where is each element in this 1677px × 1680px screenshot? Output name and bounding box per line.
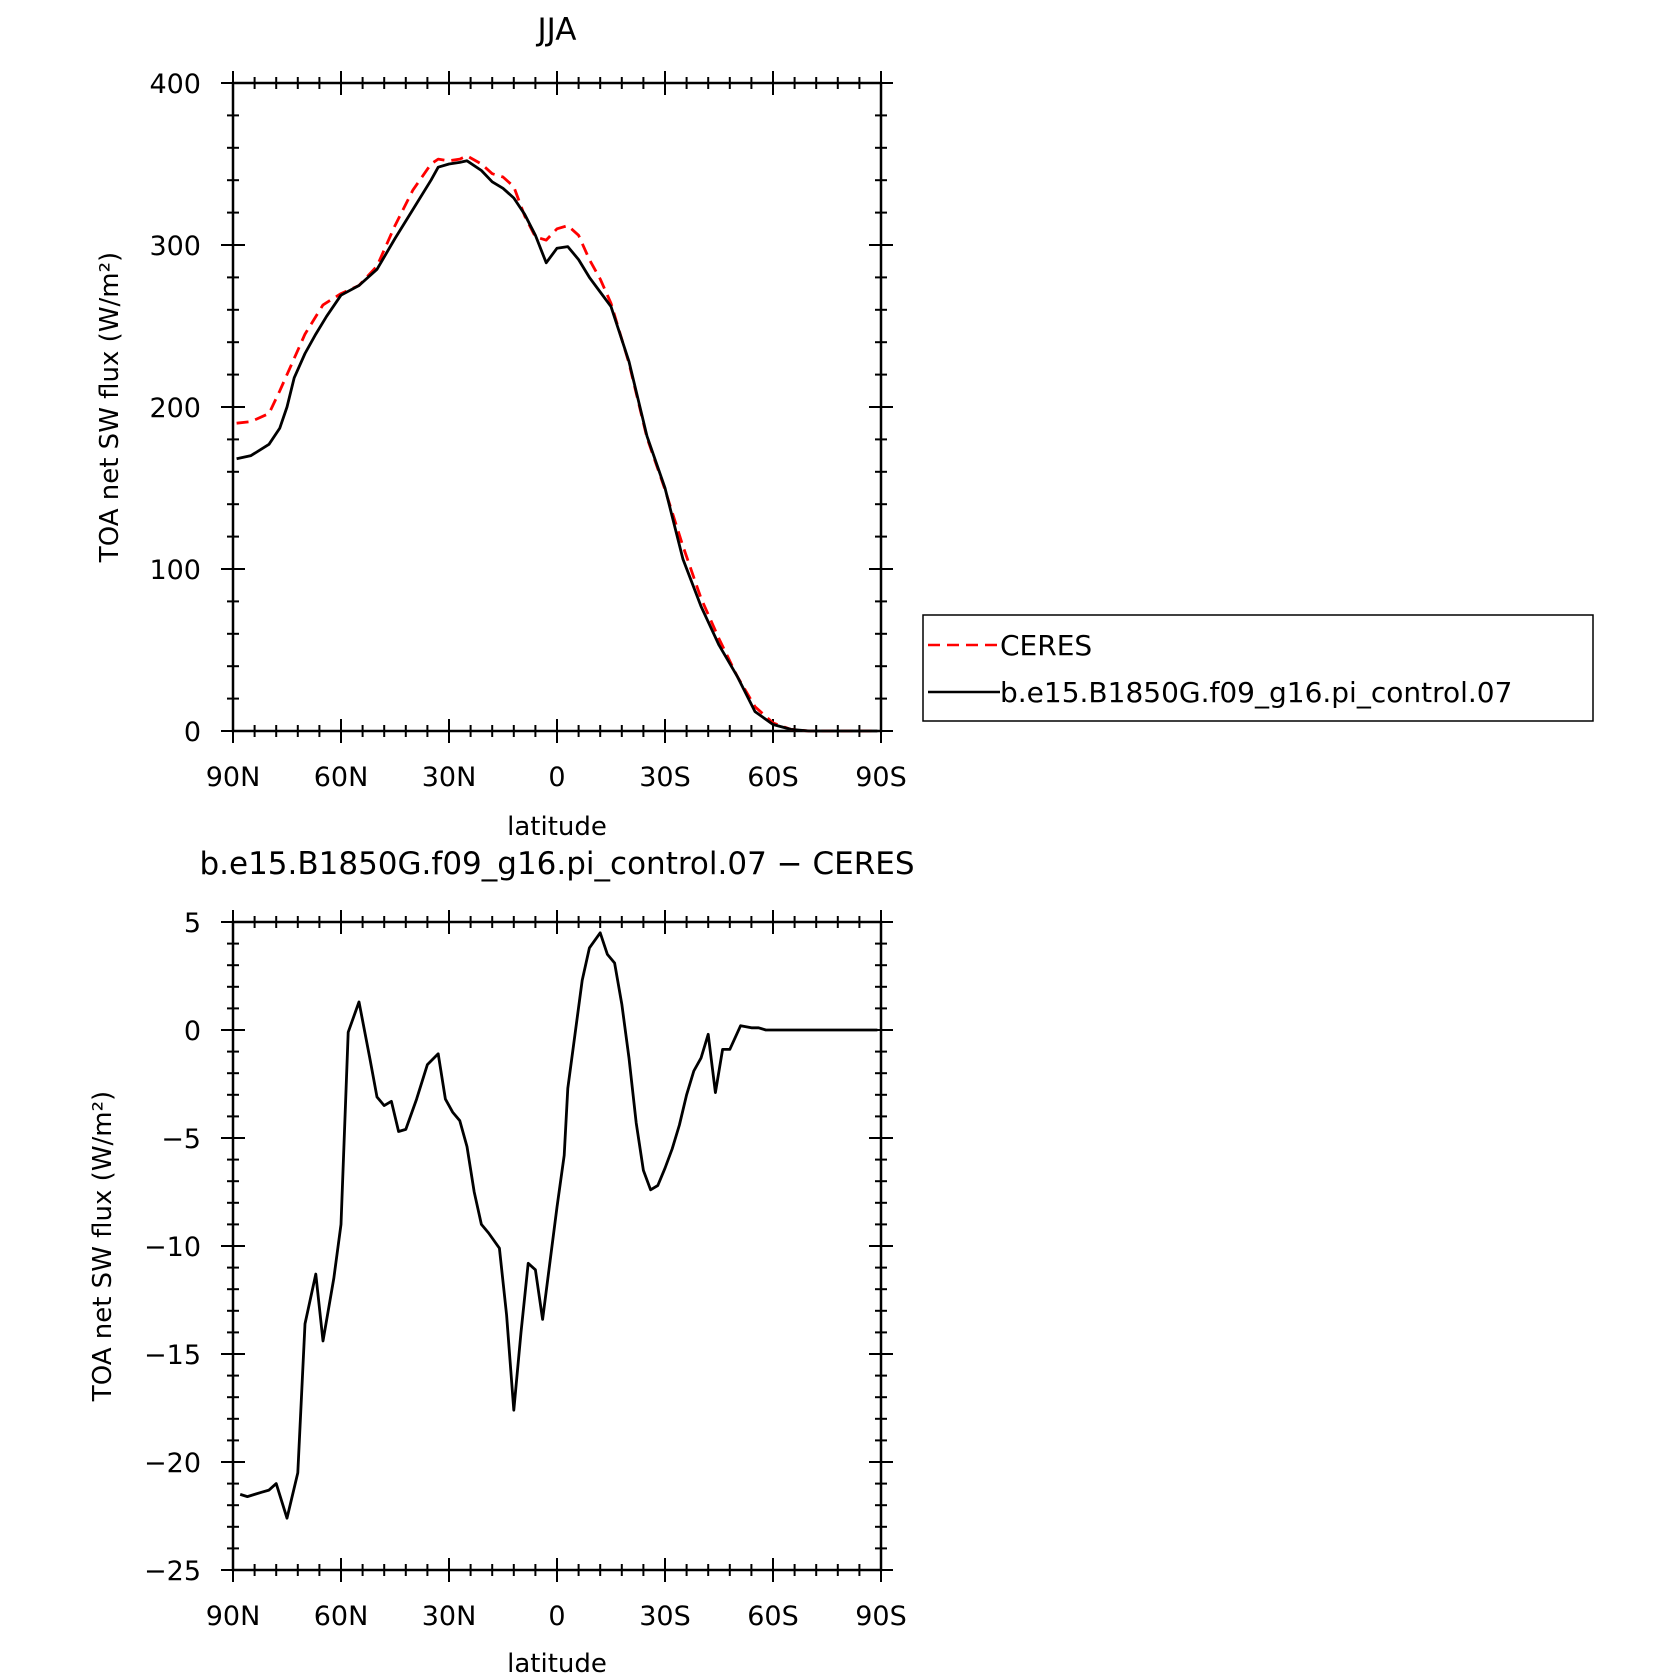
top-x-tick-label: 60S — [747, 762, 799, 793]
bottom-panel-title: b.e15.B1850G.f09_g16.pi_control.07 − CER… — [199, 846, 914, 882]
top-y-tick-label: 400 — [149, 69, 201, 100]
legend: CERES b.e15.B1850G.f09_g16.pi_control.07 — [922, 614, 1594, 722]
bottom-x-tick-label: 30N — [422, 1601, 477, 1632]
bottom-y-tick-label: −10 — [144, 1232, 201, 1263]
bottom-y-tick-label: −15 — [144, 1340, 201, 1371]
bottom-x-tick-label: 30S — [639, 1601, 691, 1632]
bottom-plot-frame — [231, 920, 883, 1572]
top-x-tick-label: 30N — [422, 762, 477, 793]
top-y-tick-label: 0 — [184, 717, 201, 748]
bottom-series-line-0 — [239, 931, 878, 1520]
legend-label-ceres: CERES — [1000, 629, 1092, 662]
top-series-line-1 — [236, 159, 878, 733]
top-x-tick-label: 90S — [855, 762, 907, 793]
top-y-tick-label: 100 — [149, 555, 201, 586]
bottom-y-tick-label: −5 — [161, 1124, 201, 1155]
top-series — [236, 154, 878, 733]
bottom-x-tick-label: 0 — [548, 1601, 565, 1632]
legend-box — [922, 614, 1594, 722]
top-y-axis-label: TOA net SW flux (W/m²) — [95, 252, 125, 563]
top-plot-frame — [231, 81, 883, 733]
bottom-y-tick-label: 5 — [184, 908, 201, 939]
bottom-x-tick-label: 90N — [206, 1601, 261, 1632]
bottom-x-axis-label: latitude — [507, 1649, 607, 1679]
bottom-y-tick-label: −25 — [144, 1556, 201, 1587]
bottom-x-tick-label: 90S — [855, 1601, 907, 1632]
legend-label-model: b.e15.B1850G.f09_g16.pi_control.07 — [1000, 676, 1512, 709]
top-x-tick-label: 30S — [639, 762, 691, 793]
top-series-line-0 — [236, 154, 878, 733]
top-x-tick-label: 90N — [206, 762, 261, 793]
top-x-axis-label: latitude — [507, 812, 607, 842]
top-ticks: 90N 60N 30N 0 30S 60S 90S 0 100 200 300 400 — [149, 69, 906, 793]
bottom-y-axis-label: TOA net SW flux (W/m²) — [88, 1091, 118, 1402]
top-panel-title: JJA — [536, 12, 577, 48]
bottom-panel: b.e15.B1850G.f09_g16.pi_control.07 − CER… — [88, 846, 915, 1679]
bottom-y-tick-label: 0 — [184, 1016, 201, 1047]
bottom-ticks: 90N 60N 30N 0 30S 60S 90S −25 −20 −15 −10 −5 0 5 — [144, 908, 907, 1632]
bottom-x-tick-label: 60S — [747, 1601, 799, 1632]
top-y-tick-label: 200 — [149, 393, 201, 424]
bottom-y-tick-label: −20 — [144, 1448, 201, 1479]
top-x-tick-label: 60N — [314, 762, 369, 793]
bottom-x-tick-label: 60N — [314, 1601, 369, 1632]
bottom-series — [239, 931, 878, 1520]
top-panel: JJA 90N 60N 30N 0 30S 60S 90S 0 100 200 300 400 lat… — [95, 12, 1594, 842]
top-y-tick-label: 300 — [149, 231, 201, 262]
top-x-tick-label: 0 — [548, 762, 565, 793]
